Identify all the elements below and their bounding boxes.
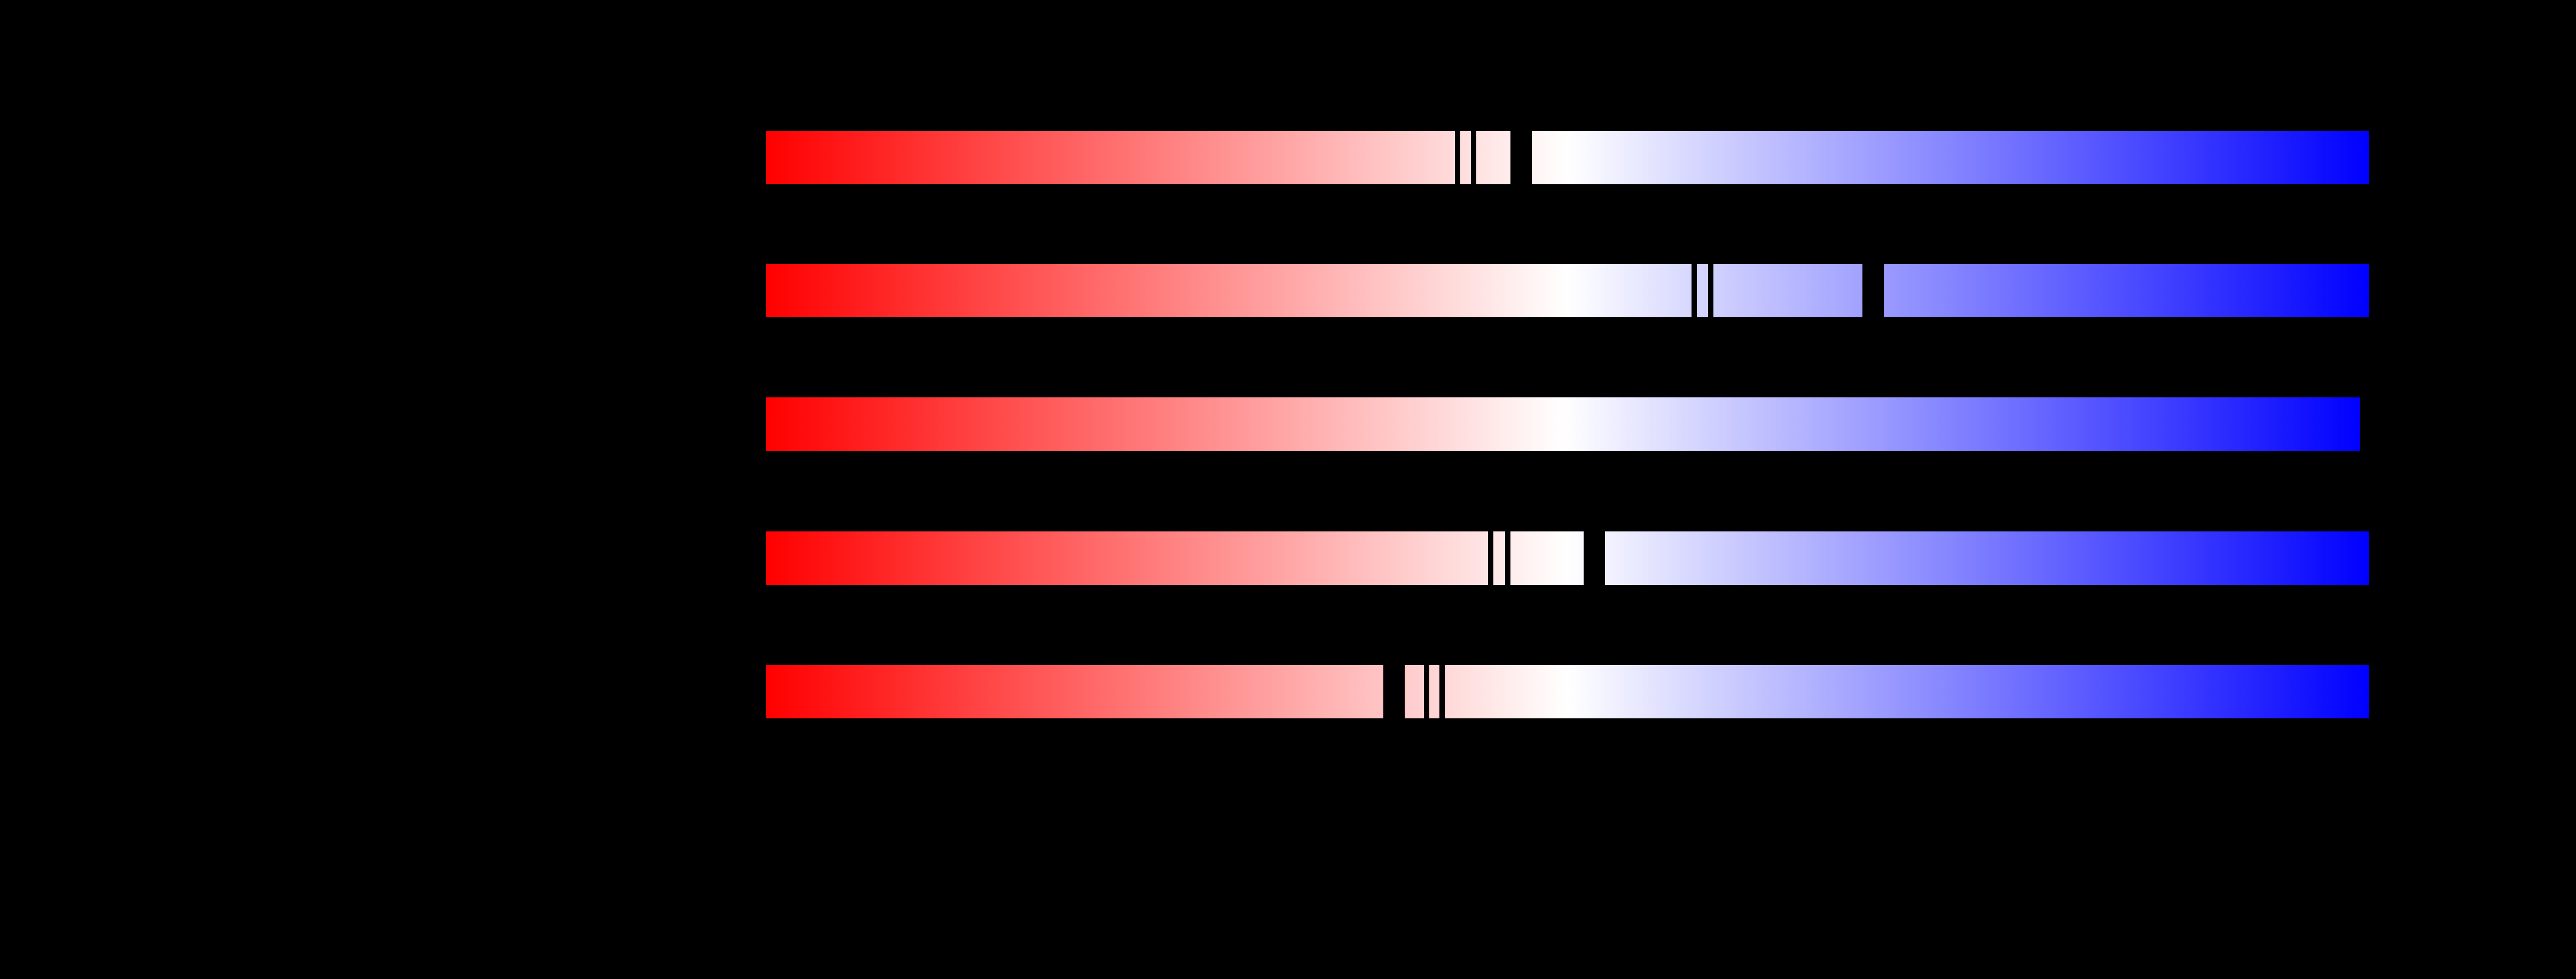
tick-mark: [1424, 665, 1429, 718]
gradient-bar-3: [766, 397, 2360, 451]
tick-mark: [1455, 131, 1460, 184]
tick-mark: [1471, 131, 1476, 184]
tick-mark: [1488, 531, 1493, 585]
block-marker: [1383, 665, 1405, 718]
gradient-bar-1: [766, 131, 2369, 184]
block-marker: [1584, 531, 1605, 585]
block-marker: [1862, 264, 1884, 317]
tick-mark: [1505, 531, 1510, 585]
tick-mark: [1692, 264, 1697, 317]
tick-mark: [1708, 264, 1713, 317]
gradient-bar-2: [766, 264, 2369, 317]
block-marker: [1510, 131, 1532, 184]
tick-mark: [1439, 665, 1445, 718]
gradient-bar-4: [766, 531, 2369, 585]
gradient-bar-5: [766, 665, 2369, 718]
